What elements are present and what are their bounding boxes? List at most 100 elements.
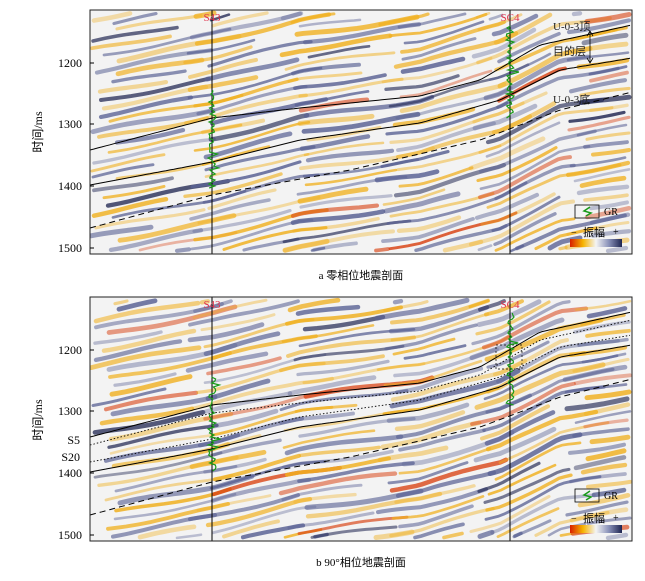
seismic-event — [137, 524, 197, 540]
seismic-event — [189, 198, 271, 221]
seismic-event — [104, 473, 234, 502]
y-tick-label: 1300 — [58, 404, 82, 418]
seismic-event — [493, 212, 557, 247]
y-tick-label: 1300 — [58, 117, 82, 131]
seismic-event — [576, 123, 628, 137]
seismic-event — [205, 378, 271, 402]
seismic-event — [90, 107, 216, 135]
seismic-event — [293, 73, 387, 91]
seismic-event — [476, 146, 558, 183]
seismic-event — [298, 77, 404, 98]
seismic-event — [496, 507, 560, 539]
seismic-event — [381, 217, 475, 243]
seismic-event — [389, 368, 521, 409]
seismic-event — [485, 473, 573, 512]
horizons-b — [90, 311, 631, 516]
gr-log-curve — [206, 376, 222, 472]
seismic-event — [583, 140, 629, 149]
seismic-event — [117, 213, 237, 243]
seismic-event — [585, 131, 631, 141]
seismic-event — [193, 299, 233, 313]
seismic-event — [574, 299, 632, 311]
seismic-event — [566, 221, 630, 236]
seismic-event — [108, 228, 204, 253]
seismic-event — [391, 495, 485, 520]
seismic-event — [395, 470, 497, 498]
seismic-event — [384, 74, 460, 91]
target-thickness-arrow — [586, 30, 594, 64]
seismic-event — [90, 34, 172, 51]
seismic-event — [90, 345, 202, 371]
seismic-event — [106, 304, 238, 335]
seismic-event — [187, 75, 259, 92]
seismic-event — [472, 103, 538, 131]
horizon-s5 — [90, 319, 631, 446]
seismic-event — [396, 121, 496, 152]
seismic-event — [573, 455, 627, 471]
seismic-event — [380, 150, 450, 169]
seismic-event — [287, 71, 363, 83]
seismic-event — [396, 144, 502, 172]
seismic-event — [310, 246, 326, 252]
seismic-event — [296, 359, 390, 377]
seismic-event — [113, 299, 129, 306]
seismic-event — [484, 299, 524, 317]
seismic-event — [290, 209, 386, 225]
seismic-event — [222, 226, 328, 251]
seismic-event — [279, 33, 393, 58]
seismic-event — [203, 457, 267, 474]
seismic-event — [583, 193, 629, 202]
seismic-event — [572, 357, 630, 373]
seismic-event — [210, 477, 312, 503]
seismic-event — [312, 241, 358, 252]
seismic-event — [493, 338, 569, 377]
seismic-event — [281, 483, 363, 502]
seismic-event — [584, 12, 632, 24]
seismic-event — [583, 402, 631, 417]
seismic-event — [474, 192, 540, 220]
seismic-event — [115, 14, 203, 31]
seismic-event — [209, 13, 231, 22]
seismic-event — [400, 20, 506, 54]
caption-a: a 零相位地震剖面 — [319, 268, 404, 282]
seismic-event — [390, 358, 528, 402]
seismic-event — [573, 168, 631, 183]
seismic-event — [278, 471, 398, 496]
seismic-event — [397, 12, 467, 29]
seismic-event — [383, 191, 461, 214]
seismic-event — [398, 166, 474, 188]
seismic-event — [102, 27, 232, 57]
side-label-s5: S5 — [67, 433, 80, 447]
seismic-event — [577, 337, 629, 347]
seismic-event — [196, 494, 272, 512]
seismic-event — [213, 453, 301, 482]
seismic-event — [295, 304, 361, 316]
seismic-event — [534, 226, 598, 251]
seismic-event — [202, 173, 320, 204]
seismic-event — [189, 11, 303, 40]
seismic-event — [413, 522, 465, 540]
seismic-event — [477, 461, 541, 493]
seismic-event — [91, 163, 155, 179]
seismic-event — [389, 101, 525, 145]
seismic-event — [209, 460, 327, 490]
seismic-event — [580, 462, 628, 475]
seismic-event — [390, 312, 490, 342]
seismic-event — [91, 196, 169, 218]
horizons-a — [90, 24, 631, 229]
seismic-event — [388, 12, 488, 38]
seismic-event — [468, 199, 576, 247]
seismic-event — [290, 12, 336, 24]
seismic-event — [212, 438, 282, 457]
seismic-event — [199, 299, 211, 305]
seismic-event — [579, 86, 631, 97]
seismic-event — [566, 51, 630, 62]
seismic-event — [512, 519, 552, 539]
gr-legend-icon — [582, 206, 593, 217]
gr-legend-icon — [582, 490, 593, 501]
seismic-event — [192, 208, 292, 234]
seismic-event — [90, 224, 154, 239]
seismic-event — [577, 492, 631, 508]
seismic-event — [91, 11, 133, 23]
